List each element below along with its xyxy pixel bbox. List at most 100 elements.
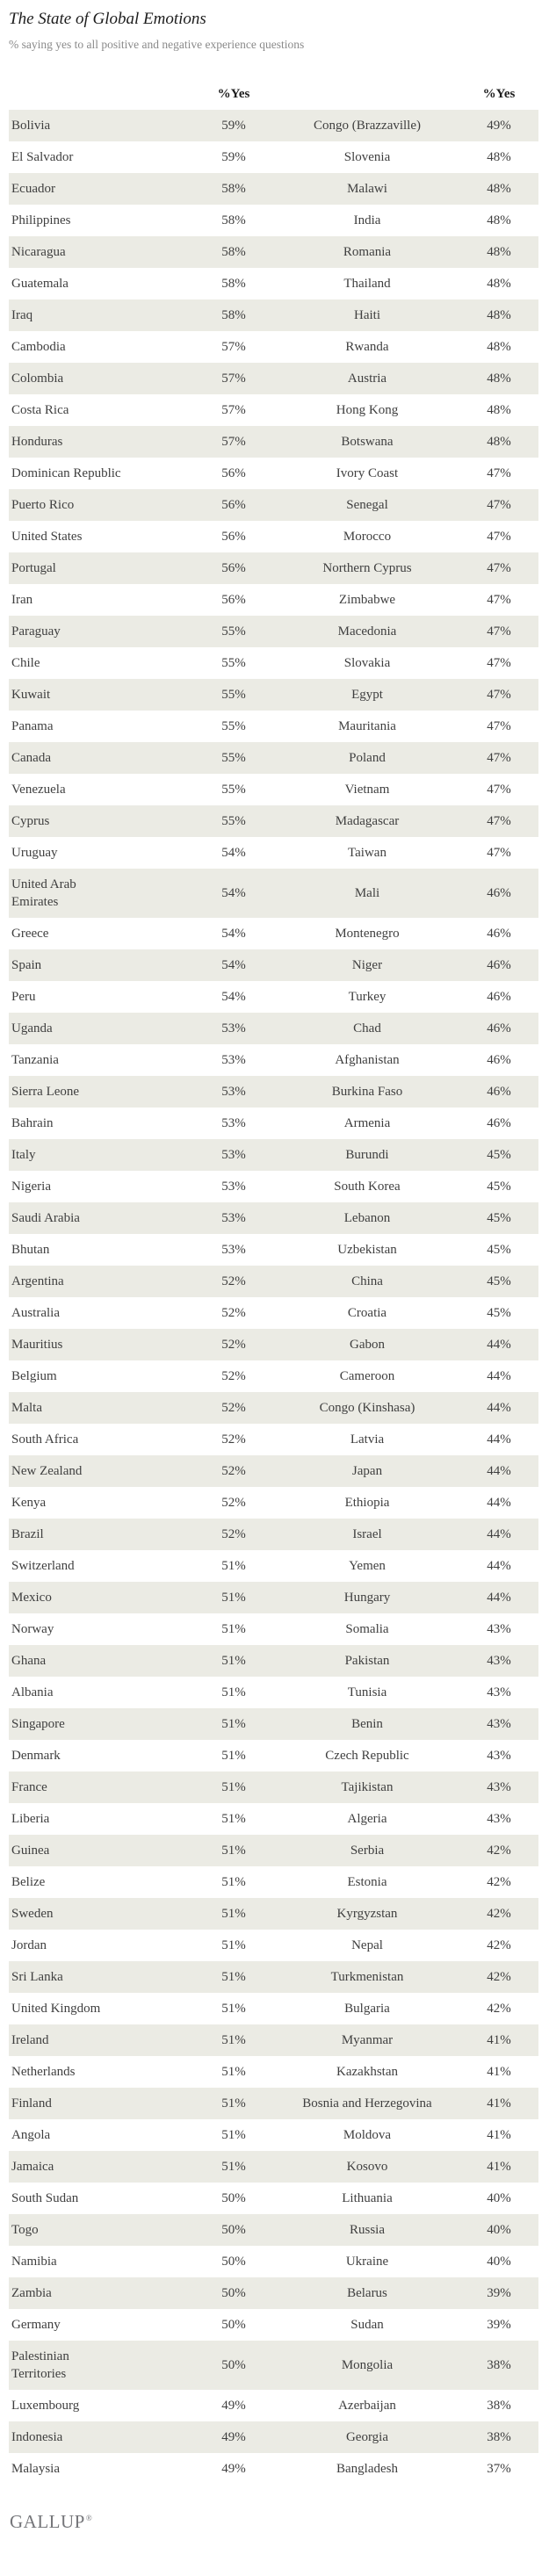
table-row: New Zealand 52% Japan 44% — [9, 1455, 538, 1487]
country-left: Greece — [11, 927, 49, 941]
value-left: 51% — [221, 1812, 246, 1826]
table-row: Italy 53% Burundi 45% — [9, 1139, 538, 1171]
country-right: Morocco — [343, 530, 392, 544]
value-right: 43% — [487, 1622, 511, 1636]
value-left: 57% — [221, 340, 246, 354]
country-left: Italy — [11, 1148, 36, 1162]
table-header-row: %Yes %Yes — [9, 76, 538, 110]
value-right: 44% — [487, 1401, 511, 1415]
country-right: Somalia — [345, 1622, 389, 1636]
table-row: Malta 52% Congo (Kinshasa) 44% — [9, 1392, 538, 1424]
country-left: Mexico — [11, 1591, 52, 1605]
country-left: Palestinian Territories — [11, 2349, 69, 2381]
value-left: 54% — [221, 886, 246, 900]
country-left: Ghana — [11, 1654, 47, 1668]
country-right: Afghanistan — [335, 1053, 400, 1067]
value-right: 38% — [487, 2358, 511, 2372]
table-row: Greece 54% Montenegro 46% — [9, 918, 538, 949]
country-left: Nigeria — [11, 1180, 51, 1194]
country-right: Turkmenistan — [330, 1970, 404, 1984]
table-row: Iraq 58% Haiti 48% — [9, 299, 538, 331]
country-right: Sudan — [350, 2318, 384, 2332]
value-right: 46% — [487, 1116, 511, 1130]
value-right: 47% — [487, 624, 511, 639]
value-left: 51% — [221, 2065, 246, 2079]
country-left: Peru — [11, 990, 36, 1004]
table-row: Sierra Leone 53% Burkina Faso 46% — [9, 1076, 538, 1108]
country-right: Hong Kong — [336, 403, 399, 417]
value-right: 44% — [487, 1338, 511, 1352]
country-left: Honduras — [11, 435, 63, 449]
country-right: Ethiopia — [344, 1496, 390, 1510]
table-row: Canada 55% Poland 47% — [9, 742, 538, 774]
country-left: Sri Lanka — [11, 1970, 63, 1984]
table-row: United States 56% Morocco 47% — [9, 521, 538, 552]
country-left: El Salvador — [11, 150, 74, 164]
value-left: 51% — [221, 1591, 246, 1605]
table-row: Denmark 51% Czech Republic 43% — [9, 1740, 538, 1771]
country-left: Australia — [11, 1306, 60, 1320]
value-right: 47% — [487, 593, 511, 607]
country-left: Paraguay — [11, 624, 61, 639]
country-left: United Arab Emirates — [11, 877, 76, 909]
country-left: Nicaragua — [11, 245, 66, 259]
country-right: Zimbabwe — [338, 593, 396, 607]
value-right: 47% — [487, 846, 511, 860]
country-right: Ivory Coast — [336, 466, 399, 480]
value-left: 51% — [221, 1780, 246, 1794]
value-right: 44% — [487, 1527, 511, 1541]
table-row: South Sudan 50% Lithuania 40% — [9, 2183, 538, 2214]
value-left: 59% — [221, 119, 246, 133]
country-right: Burundi — [345, 1148, 389, 1162]
country-left: United States — [11, 530, 83, 544]
value-left: 52% — [221, 1464, 246, 1478]
value-left: 51% — [221, 1907, 246, 1921]
value-right: 44% — [487, 1464, 511, 1478]
value-right: 41% — [487, 2096, 511, 2111]
country-right: Slovenia — [343, 150, 391, 164]
country-left: New Zealand — [11, 1464, 83, 1478]
country-right: Thailand — [343, 277, 391, 291]
value-left: 54% — [221, 958, 246, 972]
country-left: Bahrain — [11, 1116, 54, 1130]
table-row: Venezuela 55% Vietnam 47% — [9, 774, 538, 805]
country-left: Guatemala — [11, 277, 69, 291]
table-row: Germany 50% Sudan 39% — [9, 2309, 538, 2341]
country-left: South Sudan — [11, 2191, 79, 2205]
country-right: Hungary — [343, 1591, 391, 1605]
value-right: 49% — [487, 119, 511, 133]
value-left: 51% — [221, 2128, 246, 2142]
table-body: Bolivia 59% Congo (Brazzaville) 49% El Salva… — [9, 110, 538, 2485]
country-right: Lithuania — [342, 2191, 393, 2205]
value-right: 47% — [487, 530, 511, 544]
value-left: 55% — [221, 719, 246, 733]
value-right: 48% — [487, 150, 511, 164]
country-right: Vietnam — [344, 783, 390, 797]
country-left: Puerto Rico — [11, 498, 75, 512]
value-right: 45% — [487, 1306, 511, 1320]
value-right: 40% — [487, 2223, 511, 2237]
country-right: Poland — [349, 751, 386, 765]
value-right: 43% — [487, 1654, 511, 1668]
value-right: 46% — [487, 927, 511, 941]
country-left: Brazil — [11, 1527, 44, 1541]
value-right: 42% — [487, 1875, 511, 1889]
value-left: 49% — [221, 2399, 246, 2413]
table-row: Uruguay 54% Taiwan 47% — [9, 837, 538, 869]
country-left: Colombia — [11, 372, 64, 386]
country-left: Tanzania — [11, 1053, 59, 1067]
table-row: Togo 50% Russia 40% — [9, 2214, 538, 2246]
table-row: Luxembourg 49% Azerbaijan 38% — [9, 2390, 538, 2421]
gallup-wordmark: GALLUP — [10, 2511, 85, 2532]
table-row: Argentina 52% China 45% — [9, 1266, 538, 1297]
table-row: Chile 55% Slovakia 47% — [9, 647, 538, 679]
table-row: Norway 51% Somalia 43% — [9, 1613, 538, 1645]
country-left: Malaysia — [11, 2462, 60, 2476]
value-left: 50% — [221, 2358, 246, 2372]
country-right: Bosnia and Herzegovina — [302, 2096, 432, 2111]
country-right: Cameroon — [339, 1369, 395, 1383]
country-left: Sweden — [11, 1907, 54, 1921]
country-right: Belarus — [347, 2286, 387, 2300]
country-left: Cyprus — [11, 814, 50, 828]
country-right: Latvia — [350, 1432, 385, 1447]
